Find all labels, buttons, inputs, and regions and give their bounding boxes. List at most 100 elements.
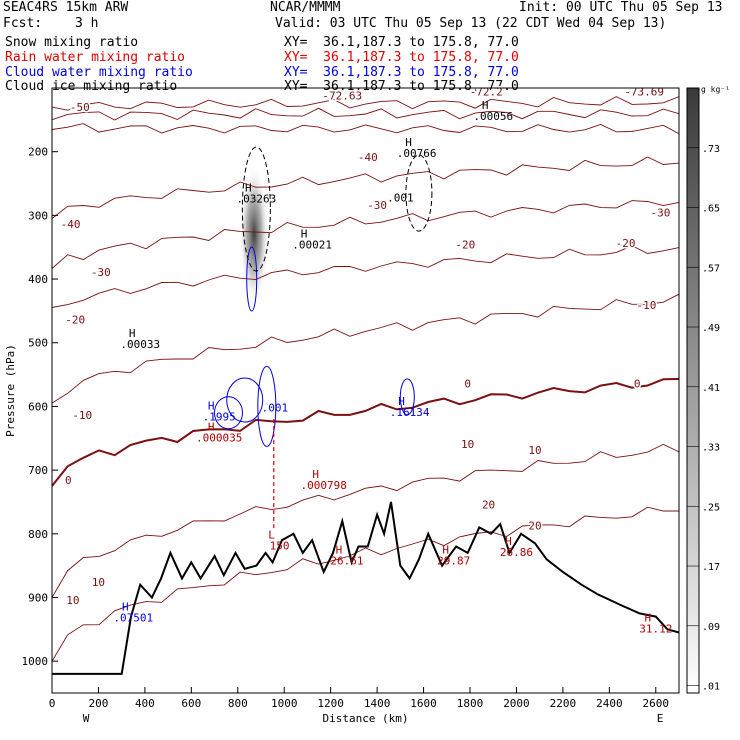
extremum-marker: H — [336, 543, 343, 556]
plot-frame — [51, 87, 680, 694]
colorbar-tick-label: .57 — [702, 263, 720, 274]
contour-label: 10 — [461, 438, 474, 451]
isotherm--40 — [52, 156, 679, 219]
isotherm-10 — [52, 443, 679, 598]
extremum-marker: H — [644, 612, 651, 625]
isotherm--20 — [52, 245, 679, 308]
isotherm-0 — [52, 378, 679, 487]
init-time: Init: 00 UTC Thu 05 Sep 13 — [519, 0, 723, 15]
contour-label: 0 — [464, 377, 471, 390]
colorbar — [686, 87, 700, 694]
extremum-marker: H — [208, 399, 215, 412]
y-tick-label: 700 — [28, 464, 48, 477]
contour-label: -40 — [61, 218, 81, 231]
cloud-ice-contour — [405, 154, 433, 232]
isotherm--30 — [52, 200, 679, 269]
y-tick-label: 1000 — [22, 655, 49, 668]
extremum-value: 26.86 — [500, 546, 533, 559]
contour-label: -72.63 — [322, 89, 362, 102]
extremum-value: .1995 — [203, 410, 236, 423]
contour-label: 10 — [528, 444, 541, 457]
extremum-value: .00021 — [292, 238, 332, 251]
contour-label: 0 — [634, 377, 641, 390]
x-tick-label: 2200 — [550, 697, 577, 710]
extremum-marker: H — [122, 601, 129, 614]
x-axis-label: Distance (km) — [322, 712, 408, 725]
y-tick-label: 300 — [28, 209, 48, 222]
field-name-cloud-water: Cloud water mixing ratio — [5, 65, 193, 80]
field-name-snow: Snow mixing ratio — [5, 35, 139, 50]
extremum-value: .07501 — [113, 612, 153, 625]
isotherm--10 — [52, 293, 679, 404]
colorbar-tick-label: .01 — [702, 682, 720, 693]
cloud-water-contour — [226, 377, 264, 423]
x-tick-label: 2000 — [503, 697, 530, 710]
contour-label: -20 — [616, 237, 636, 250]
colorbar-tick-label: .49 — [702, 323, 720, 334]
colorbar-tick-label: .25 — [702, 502, 720, 513]
contour-label: -50 — [70, 101, 90, 114]
extremum-marker: H — [482, 99, 489, 112]
cloud-water-contour — [246, 246, 258, 312]
model-title: SEAC4RS 15km ARW — [3, 0, 129, 15]
extremum-value: .00033 — [120, 338, 160, 351]
y-tick-label: 600 — [28, 400, 48, 413]
field-name-cloud-ice: Cloud ice mixing ratio — [5, 79, 178, 94]
valid-time: Valid: 03 UTC Thu 05 Sep 13 (22 CDT Wed … — [275, 16, 667, 31]
x-tick-label: 600 — [181, 697, 201, 710]
extremum-value: .000035 — [196, 431, 242, 444]
contour-label: -40 — [358, 151, 378, 164]
y-tick-label: 500 — [28, 337, 48, 350]
y-tick-label: 400 — [28, 273, 48, 286]
extremum-marker: H — [301, 227, 308, 240]
extremum-marker: H — [505, 535, 512, 548]
x-tick-label: 200 — [89, 697, 109, 710]
forecast-value: 3 h — [75, 16, 99, 31]
center-name: NCAR/MMMM — [270, 0, 341, 15]
x-tick-label: 0 — [49, 697, 56, 710]
x-tick-label: 1200 — [317, 697, 344, 710]
extremum-value: .03263 — [236, 193, 276, 206]
contour-label: 0 — [65, 474, 72, 487]
extremum-marker: H — [208, 420, 215, 433]
contour-label: -30 — [91, 266, 111, 279]
isotherm-20 — [52, 506, 679, 662]
field-xy-snow: XY= 36.1,187.3 to 175.8, 77.0 — [284, 35, 519, 50]
x-tick-label: 800 — [228, 697, 248, 710]
contour-label: 20 — [482, 498, 495, 511]
extremum-value: .00056 — [473, 110, 513, 123]
extremum-value: 26.61 — [330, 554, 363, 567]
x-tick-label: 400 — [135, 697, 155, 710]
y-tick-label: 900 — [28, 591, 48, 604]
cloud-water-contour — [257, 365, 277, 447]
field-name-rain: Rain water mixing ratio — [5, 50, 186, 65]
extremum-marker: H — [405, 136, 412, 149]
cloud-water-contour — [399, 378, 415, 416]
x-tick-label: 1400 — [364, 697, 391, 710]
x-end-label-right: E — [657, 712, 664, 725]
colorbar-tick-label: .17 — [702, 562, 720, 573]
x-tick-label: 2600 — [643, 697, 670, 710]
extremum-value: 150 — [270, 540, 290, 553]
extremum-marker: H — [442, 543, 449, 556]
x-tick-label: 2400 — [596, 697, 623, 710]
isotherm--60 — [52, 107, 679, 121]
isotherm--50 — [52, 123, 679, 135]
x-tick-label: 1000 — [271, 697, 298, 710]
extremum-value: .00766 — [397, 147, 437, 160]
contour-label: -30 — [650, 207, 670, 220]
field-xy-cloud-water: XY= 36.1,187.3 to 175.8, 77.0 — [284, 65, 519, 80]
terrain-profile — [52, 501, 679, 675]
isotherm--70 — [52, 96, 679, 111]
contour-label: 10 — [66, 594, 79, 607]
extremum-marker: L — [268, 529, 275, 542]
forecast-label: Fcst: — [3, 16, 43, 31]
contour-label: -30 — [367, 199, 387, 212]
extremum-marker: H — [129, 327, 136, 340]
extremum-value: 29.87 — [437, 554, 470, 567]
extremum-marker: H — [245, 182, 252, 195]
extremum-value: .000798 — [301, 479, 347, 492]
contour-label: -20 — [65, 314, 85, 327]
x-tick-label: 1800 — [457, 697, 484, 710]
extremum-value: .001 — [387, 191, 414, 204]
